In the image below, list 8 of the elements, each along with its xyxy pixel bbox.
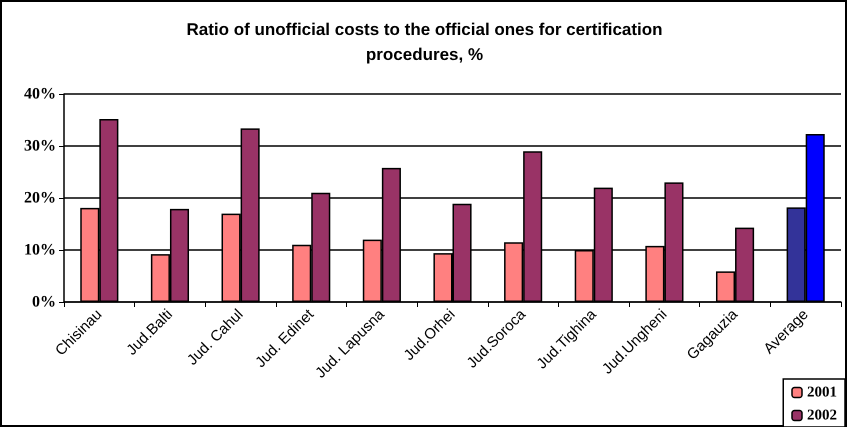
chart-title: Ratio of unofficial costs to the official ones for certification procedures, %: [186, 20, 663, 64]
y-tick-label: 40%: [24, 86, 56, 102]
y-tick-label: 30%: [24, 138, 56, 154]
legend-label: 2001: [807, 384, 837, 400]
legend-label: 2002: [807, 408, 837, 424]
y-tick-label: 10%: [24, 242, 56, 258]
y-tick-label: 0%: [32, 294, 56, 310]
y-tick-label: 20%: [24, 190, 56, 206]
